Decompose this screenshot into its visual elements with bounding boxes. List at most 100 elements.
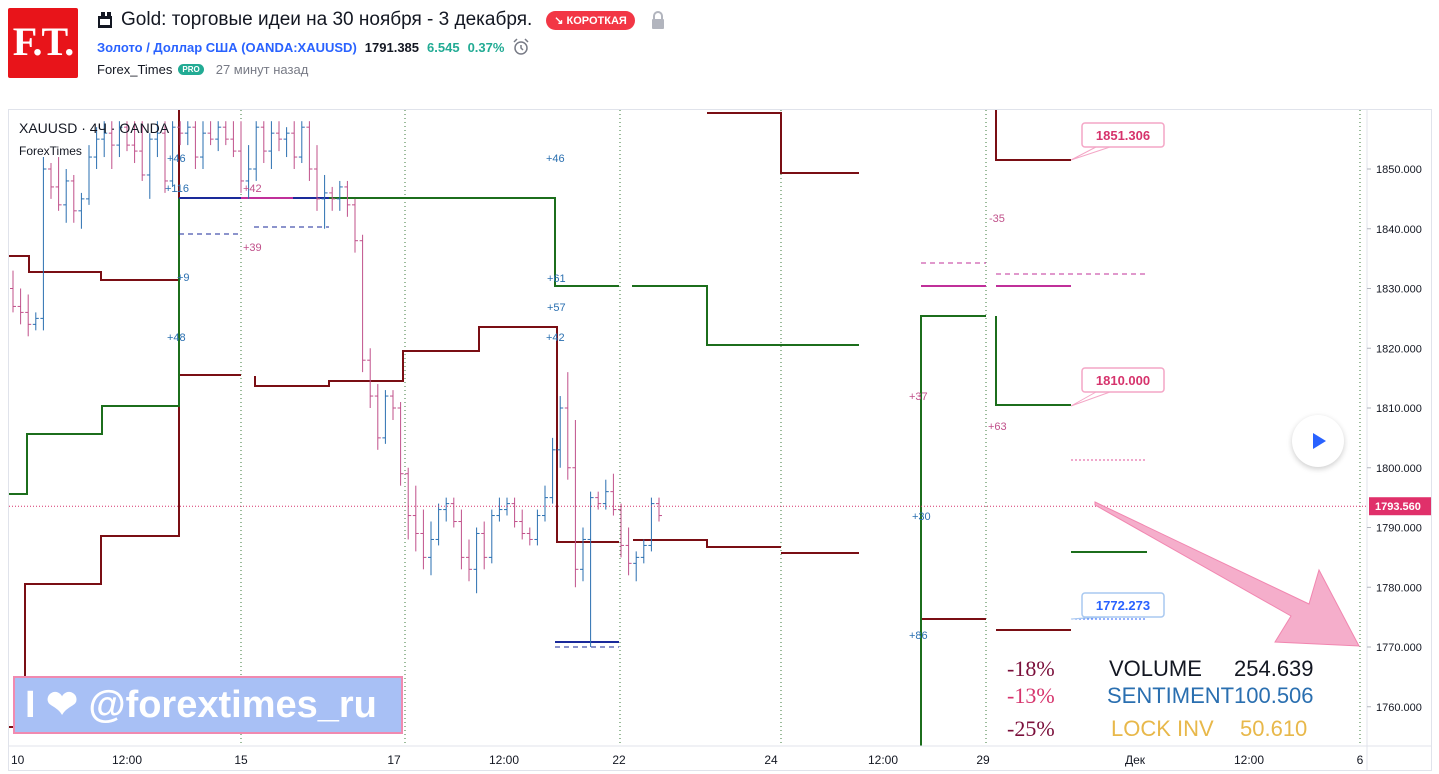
- candle: [215, 121, 222, 152]
- level-line: [9, 198, 180, 495]
- telegram-promo-banner: I ❤ @forextimes_ru: [13, 676, 403, 734]
- candle: [177, 121, 184, 146]
- candle: [344, 180, 351, 217]
- candle: [488, 509, 495, 564]
- candle: [367, 348, 374, 408]
- candle: [390, 390, 396, 420]
- candle: [602, 479, 609, 510]
- annotation-label: +116: [165, 183, 189, 195]
- time-tick-label: 12:00: [868, 753, 898, 767]
- sentiment-change: -13%: [1007, 683, 1055, 708]
- price-tick-label: 1780.000: [1376, 582, 1422, 594]
- candle: [55, 157, 62, 211]
- annotation-label: +48: [167, 332, 186, 344]
- candle: [101, 121, 108, 158]
- candle: [564, 372, 571, 480]
- chart-legend-symbol: XAUUSD · 4Ч · OANDA: [19, 120, 170, 136]
- price-callout-label: 1851.306: [1096, 128, 1150, 143]
- level-line: [254, 326, 619, 543]
- candle: [382, 390, 389, 444]
- candle: [374, 384, 381, 450]
- callout-pointer: [1070, 146, 1111, 161]
- level-line: [920, 315, 986, 746]
- candle: [314, 145, 320, 211]
- price-change: 6.545: [427, 39, 460, 55]
- time-tick-label: 22: [612, 753, 626, 767]
- candle: [435, 503, 442, 546]
- symbol-row: Золото / Доллар США (OANDA:XAUUSD) 1791.…: [97, 38, 530, 56]
- annotation-label: +57: [547, 302, 566, 314]
- annotation-label: -35: [989, 213, 1005, 225]
- candle: [412, 485, 419, 552]
- annotation-label: +46: [167, 153, 186, 165]
- symbol-link[interactable]: Золото / Доллар США (OANDA:XAUUSD): [97, 39, 357, 55]
- volume-value: 254.639: [1234, 656, 1314, 681]
- price-tick-label: 1810.000: [1376, 403, 1422, 415]
- candle: [656, 497, 662, 522]
- candle: [595, 491, 602, 510]
- candle: [534, 509, 541, 546]
- volume-label: VOLUME: [1109, 656, 1202, 681]
- price-callout: [1081, 592, 1165, 618]
- candle: [78, 192, 85, 229]
- publish-time: 27 минут назад: [215, 62, 309, 77]
- annotation-label: +86: [909, 630, 928, 642]
- candle: [443, 497, 450, 522]
- price-callout-label: 1810.000: [1096, 373, 1150, 388]
- candle: [625, 527, 632, 576]
- lock-icon: [651, 11, 664, 29]
- last-price: 1791.385: [364, 39, 420, 55]
- candle: [306, 121, 313, 181]
- candle: [32, 312, 39, 331]
- price-tick-label: 1850.000: [1376, 164, 1422, 176]
- author-name[interactable]: Forex_Times: [97, 62, 173, 77]
- annotation-label: +61: [547, 273, 566, 285]
- candle: [146, 133, 153, 199]
- candle: [40, 157, 47, 331]
- candle: [17, 288, 24, 325]
- chart-canvas[interactable]: +46 +116 +42 +39 +9 +48 +46 +61 +57 +42 -35 +37 +63 +…: [9, 110, 1432, 771]
- candle: [618, 503, 624, 558]
- level-line: [632, 285, 859, 346]
- price-chart[interactable]: +46 +116 +42 +39 +9 +48 +46 +61 +57 +42 -35 +37 +63 +…: [8, 109, 1432, 771]
- candle: [276, 121, 282, 152]
- alarm-clock-icon[interactable]: [512, 38, 530, 56]
- price-tick-label: 1760.000: [1376, 702, 1422, 714]
- candle: [633, 551, 640, 582]
- candle: [458, 509, 465, 570]
- lock-inv-change: -25%: [1007, 716, 1055, 741]
- candle: [511, 497, 518, 528]
- candle: [154, 121, 161, 158]
- candle: [329, 186, 336, 211]
- level-line: [9, 255, 179, 281]
- time-tick-label: 17: [387, 753, 401, 767]
- time-tick-label: 10: [11, 753, 25, 767]
- candle: [25, 294, 32, 337]
- candle: [184, 121, 191, 146]
- candle: [207, 121, 214, 146]
- price-tick-label: 1830.000: [1376, 284, 1422, 296]
- pro-badge: PRO: [178, 64, 204, 75]
- candle: [230, 121, 237, 158]
- candle: [108, 121, 115, 169]
- price-change-percent: 0.37%: [467, 39, 505, 55]
- play-button[interactable]: [1292, 415, 1344, 467]
- annotation-label: +42: [546, 332, 565, 344]
- author-logo[interactable]: F.T.: [8, 8, 78, 78]
- price-callout-label: 1772.273: [1096, 598, 1150, 613]
- annotation-label: +46: [546, 153, 565, 165]
- candle: [359, 234, 366, 373]
- level-line: [995, 316, 1071, 406]
- candle: [526, 527, 533, 546]
- callout-pointer: [1070, 391, 1111, 407]
- candle: [222, 121, 229, 146]
- time-tick-label: Дек: [1125, 753, 1146, 767]
- title-row: Gold: торговые идеи на 30 ноября - 3 дек…: [97, 8, 667, 32]
- candle: [352, 198, 358, 253]
- chart-legend-indicator: ForexTimes: [19, 144, 82, 158]
- candle: [93, 127, 100, 169]
- candle: [450, 497, 457, 528]
- author-row: Forex_Times PRO 27 минут назад: [97, 62, 308, 77]
- candle: [321, 174, 328, 229]
- candle: [466, 539, 472, 582]
